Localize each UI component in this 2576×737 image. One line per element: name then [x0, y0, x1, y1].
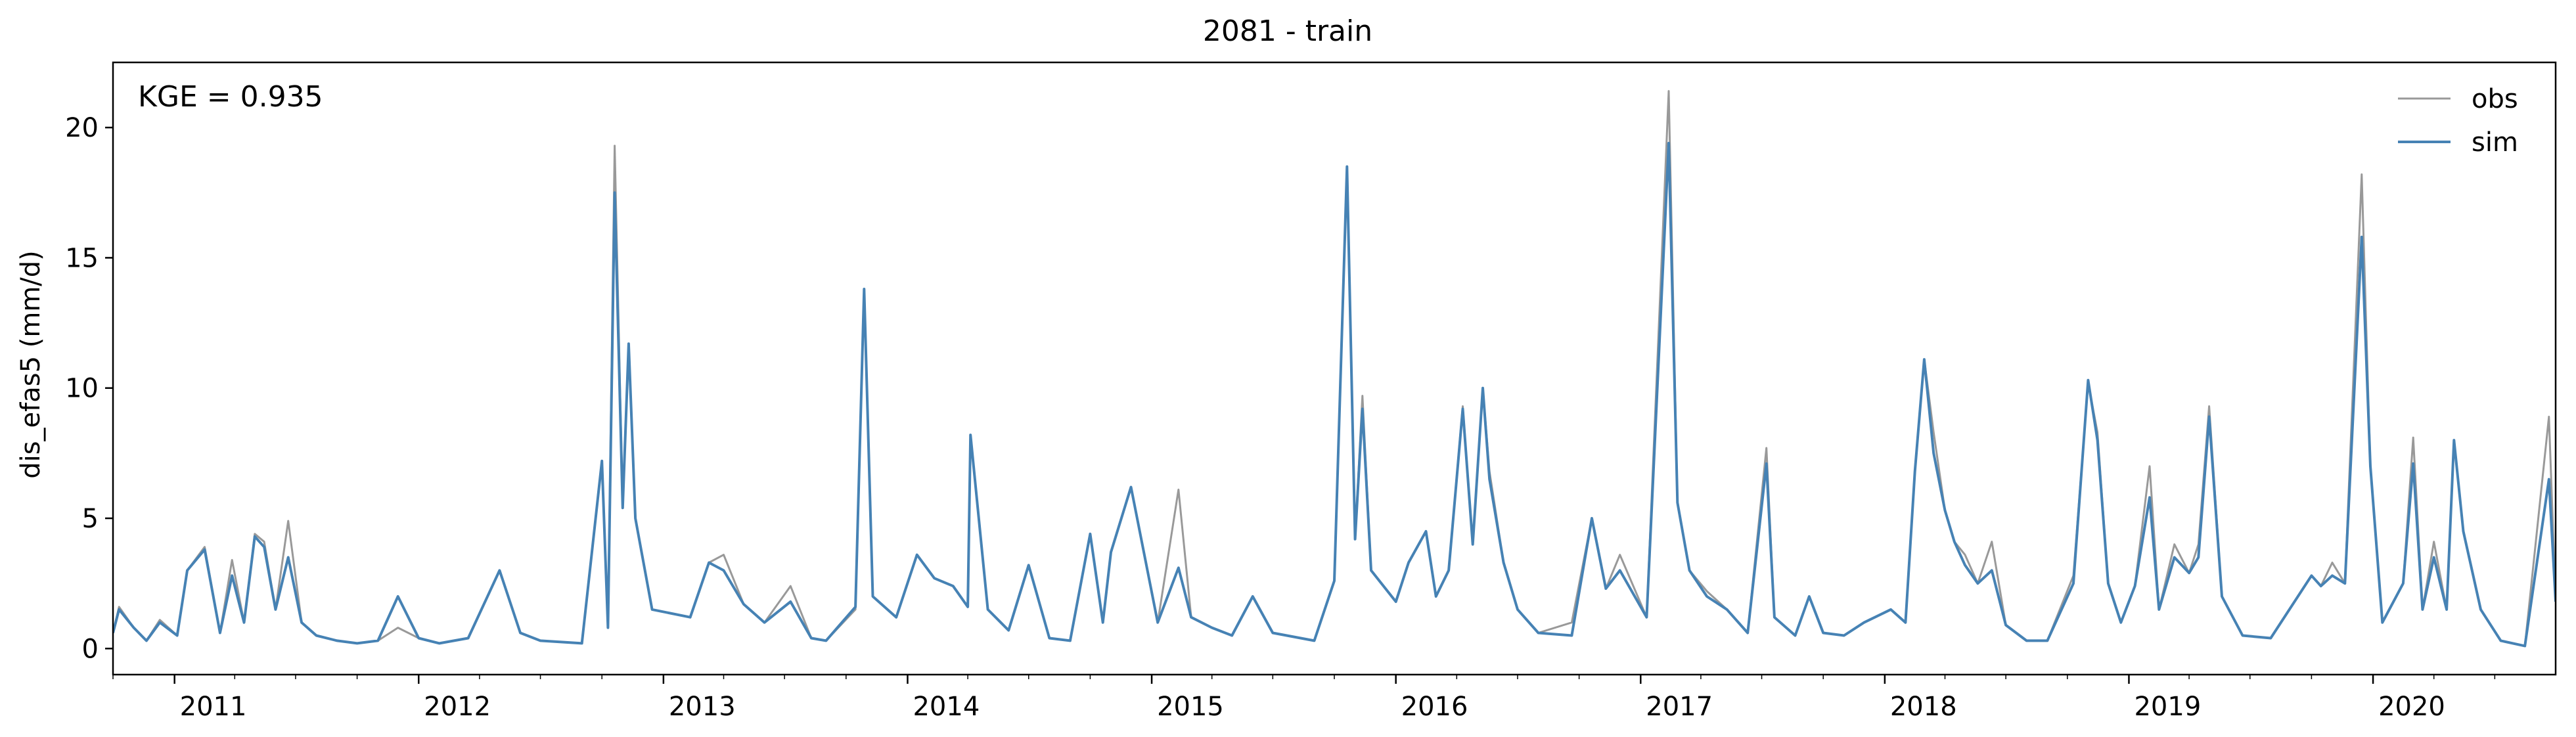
series-line-sim [113, 141, 2556, 648]
y-axis-label: dis_efas5 (mm/d) [16, 250, 46, 479]
x-tick-label: 2018 [1890, 692, 1957, 722]
x-tick-label: 2014 [913, 692, 980, 722]
x-tick-label: 2020 [2378, 692, 2445, 722]
series-layer [113, 90, 2556, 648]
y-tick-label: 15 [65, 243, 99, 273]
x-tick-label: 2015 [1157, 692, 1224, 722]
x-tick-label: 2019 [2134, 692, 2201, 722]
y-tick-label: 10 [65, 374, 99, 404]
y-axis: 0 5 10 15 20 [65, 113, 113, 664]
x-tick-label: 2016 [1401, 692, 1468, 722]
x-tick-label: 2013 [669, 692, 736, 722]
legend-label-obs: obs [2472, 84, 2518, 114]
x-axis: 2011 2012 2013 2014 2015 2016 2017 2018 2019 2020 [112, 675, 2496, 722]
x-tick-label: 2011 [180, 692, 247, 722]
kge-annotation: KGE = 0.935 [138, 80, 323, 114]
y-tick-label: 0 [82, 634, 99, 664]
y-tick-label: 5 [82, 504, 99, 534]
x-tick-label: 2017 [1646, 692, 1713, 722]
legend-label-sim: sim [2472, 127, 2518, 158]
y-tick-label: 20 [65, 113, 99, 143]
chart-title: 2081 - train [1203, 14, 1372, 48]
x-tick-label: 2012 [424, 692, 491, 722]
legend: obs sim [2398, 84, 2518, 158]
